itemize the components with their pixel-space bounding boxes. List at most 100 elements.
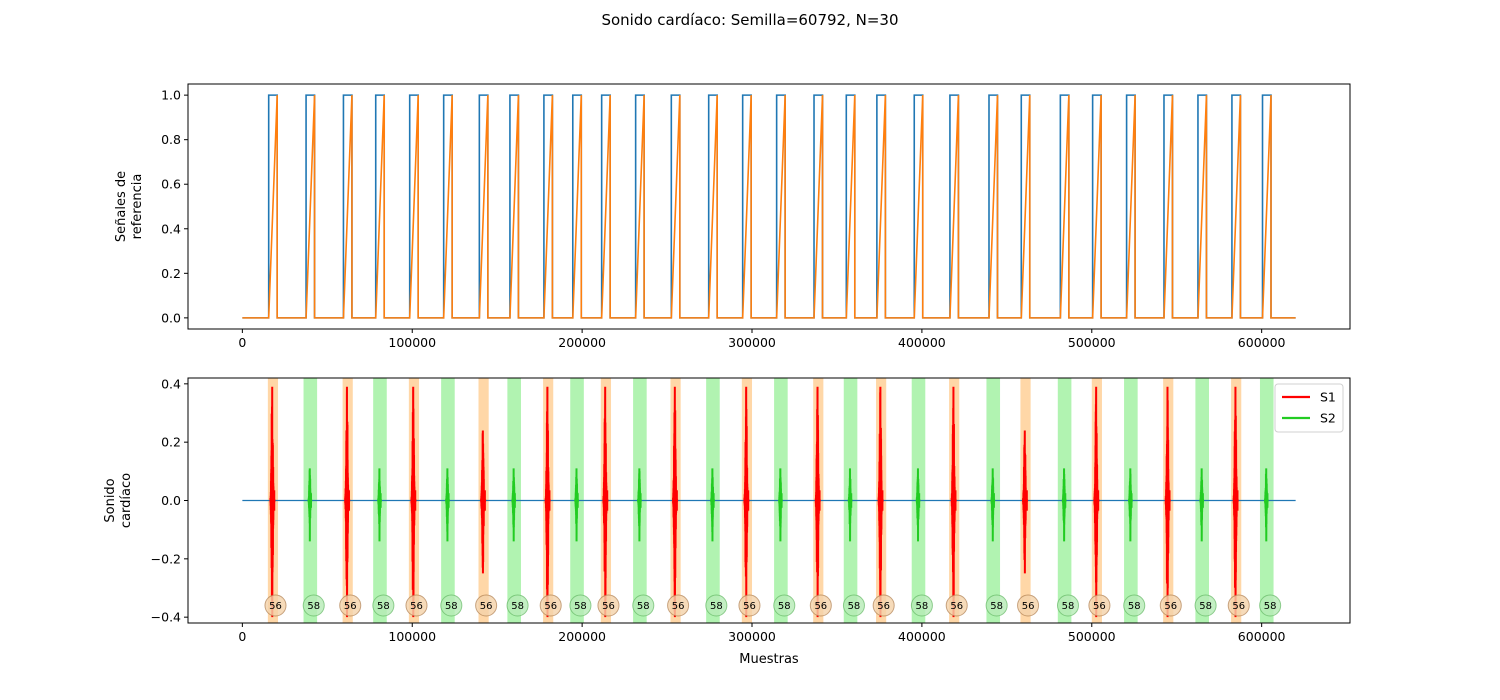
s2-burst	[308, 493, 312, 508]
badge-label: 58	[574, 601, 587, 612]
s2-burst	[446, 493, 450, 508]
s2-burst	[779, 493, 783, 508]
badge-label: 58	[916, 601, 929, 612]
s2-badge	[1259, 594, 1282, 617]
reference-signal-orange-line	[242, 95, 1296, 319]
s1-burst	[270, 490, 276, 511]
s2-burst	[575, 493, 579, 508]
s1-burst	[951, 490, 957, 511]
y-axis-label-line: Sonido	[103, 478, 118, 522]
badge-label: 58	[445, 601, 458, 612]
s1-burst	[673, 490, 678, 511]
legend-label-s2: S2	[1320, 411, 1336, 426]
s1-badge	[872, 594, 895, 617]
s2-burst	[711, 493, 715, 508]
s1-burst	[878, 490, 884, 511]
s2-burst	[638, 493, 642, 508]
s1-badge	[1017, 594, 1040, 617]
s1-burst	[1094, 490, 1100, 511]
s1-burst	[1023, 490, 1028, 511]
badge-label: 58	[1062, 601, 1075, 612]
y-tick-label: 0.6	[161, 177, 181, 192]
s1-badge	[1159, 594, 1182, 617]
x-tick-label: 400000	[898, 335, 946, 350]
s1-badge	[264, 594, 287, 617]
y-tick-label: 1.0	[161, 88, 181, 103]
s2-burst	[848, 493, 853, 508]
x-tick-label: 0	[238, 335, 246, 350]
badge-label: 58	[778, 601, 791, 612]
badge-label: 58	[1199, 601, 1212, 612]
x-tick-label: 200000	[558, 629, 606, 644]
y-tick-label: −0.2	[151, 551, 181, 566]
s1-badge	[405, 594, 428, 617]
s2-badge	[773, 594, 796, 617]
x-tick-label: 300000	[728, 629, 776, 644]
badge-label: 56	[544, 601, 557, 612]
badge-label: 56	[877, 601, 890, 612]
y-tick-label: 0.2	[161, 435, 181, 450]
y-tick-label: 0.4	[161, 221, 181, 236]
s1-burst	[481, 490, 486, 511]
s2-burst	[916, 493, 921, 508]
badge-label: 58	[511, 601, 524, 612]
s2-badge	[440, 594, 463, 617]
s2-badge	[1123, 594, 1146, 617]
s1-badge	[539, 594, 562, 617]
s2-burst	[1265, 493, 1269, 508]
s2-badge	[1056, 594, 1079, 617]
badge-label: 58	[1128, 601, 1141, 612]
s1-burst	[603, 490, 609, 511]
badge-label: 56	[950, 601, 963, 612]
s1-burst	[744, 490, 750, 511]
s1-badge	[475, 594, 498, 617]
s2-burst	[991, 493, 995, 508]
s1-badge	[945, 594, 968, 617]
s1-badge	[1088, 594, 1111, 617]
badge-label: 58	[377, 601, 390, 612]
reference-signal-blue-line	[242, 94, 1296, 319]
badge-label: 56	[480, 601, 493, 612]
s1-burst	[545, 490, 551, 511]
s2-badge	[705, 594, 728, 617]
s1-badge	[667, 594, 690, 617]
badge-label: 58	[710, 601, 723, 612]
y-tick-label: 0.2	[161, 266, 181, 281]
s2-badge	[372, 594, 395, 617]
s2-badge	[506, 594, 529, 617]
badge-label: 56	[743, 601, 756, 612]
badge-label: 56	[1022, 601, 1035, 612]
s2-badge	[842, 594, 865, 617]
badge-label: 56	[814, 601, 827, 612]
s1-badge	[738, 594, 761, 617]
s1-badge	[339, 594, 362, 617]
y-axis-label-line: cardíaco	[119, 473, 134, 528]
s2-burst	[512, 493, 516, 508]
badge-label: 56	[1232, 601, 1245, 612]
y-tick-label: 0.8	[161, 132, 181, 147]
badge-label: 58	[848, 601, 861, 612]
s2-burst	[378, 493, 382, 508]
badge-label: 58	[307, 601, 320, 612]
badge-label: 58	[990, 601, 1003, 612]
badge-label: 58	[637, 601, 650, 612]
y-tick-label: 0.0	[161, 310, 181, 325]
s2-burst	[1062, 493, 1067, 508]
badge-label: 56	[269, 601, 282, 612]
badge-label: 56	[672, 601, 685, 612]
x-tick-label: 600000	[1238, 335, 1286, 350]
plot-frame	[187, 83, 1351, 330]
s2-burst	[1129, 493, 1133, 508]
s1-burst	[345, 490, 350, 511]
x-tick-label: 100000	[388, 335, 436, 350]
reference-signals-plot: 0 100000 200000 300000 400000 500000 600000 0.0…	[114, 83, 1351, 350]
s2-badge	[1194, 594, 1217, 617]
s1-burst	[1165, 490, 1171, 511]
y-axis-label-line: referencia	[130, 174, 145, 240]
y-axis-label: Señales dereferencia	[114, 171, 145, 242]
y-axis-label-line: Señales de	[114, 171, 129, 242]
s1-burst	[1233, 490, 1239, 511]
s2-badge	[910, 594, 933, 617]
s2-badge	[569, 594, 592, 617]
